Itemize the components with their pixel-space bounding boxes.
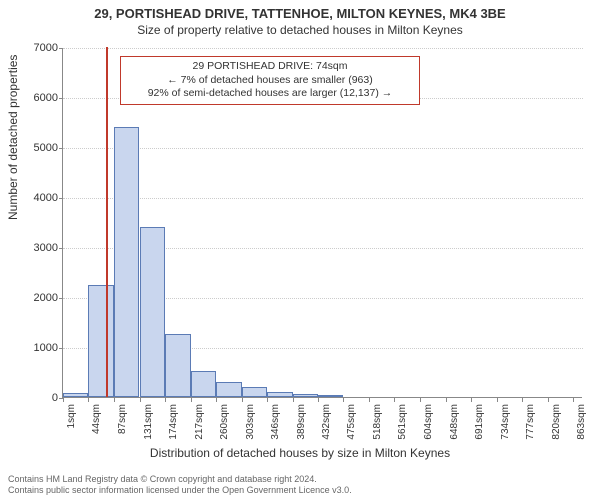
gridline — [63, 148, 583, 149]
annotation-line2: ← 7% of detached houses are smaller (963… — [129, 74, 411, 88]
y-tick-label: 5000 — [18, 142, 58, 154]
histogram-bar — [191, 371, 216, 397]
histogram-bar — [165, 334, 190, 398]
y-tick-mark — [59, 148, 63, 149]
x-tick-label: 87sqm — [117, 404, 128, 434]
y-tick-mark — [59, 298, 63, 299]
histogram-bar — [140, 227, 165, 397]
histogram-bar — [242, 387, 267, 397]
footer: Contains HM Land Registry data © Crown c… — [8, 474, 352, 497]
x-tick-label: 734sqm — [500, 404, 511, 440]
x-tick-mark — [471, 398, 472, 402]
chart-area: 010002000300040005000600070001sqm44sqm87… — [62, 48, 582, 398]
x-tick-mark — [573, 398, 574, 402]
x-tick-label: 691sqm — [474, 404, 485, 440]
y-tick-label: 4000 — [18, 192, 58, 204]
x-tick-label: 432sqm — [321, 404, 332, 440]
x-tick-mark — [165, 398, 166, 402]
chart-container: 29, PORTISHEAD DRIVE, TATTENHOE, MILTON … — [0, 0, 600, 500]
x-tick-mark — [497, 398, 498, 402]
x-tick-mark — [114, 398, 115, 402]
x-tick-label: 260sqm — [219, 404, 230, 440]
x-tick-mark — [216, 398, 217, 402]
y-tick-label: 6000 — [18, 92, 58, 104]
x-tick-label: 217sqm — [194, 404, 205, 440]
y-tick-label: 2000 — [18, 292, 58, 304]
x-tick-label: 648sqm — [449, 404, 460, 440]
x-tick-label: 604sqm — [423, 404, 434, 440]
annotation-line3: 92% of semi-detached houses are larger (… — [129, 87, 411, 101]
x-tick-mark — [369, 398, 370, 402]
y-tick-mark — [59, 198, 63, 199]
x-tick-mark — [293, 398, 294, 402]
gridline — [63, 198, 583, 199]
histogram-bar — [267, 392, 292, 398]
gridline — [63, 48, 583, 49]
x-tick-label: 389sqm — [296, 404, 307, 440]
x-tick-mark — [548, 398, 549, 402]
x-tick-mark — [343, 398, 344, 402]
x-tick-mark — [394, 398, 395, 402]
x-tick-mark — [446, 398, 447, 402]
x-axis-label: Distribution of detached houses by size … — [0, 446, 600, 460]
x-tick-mark — [88, 398, 89, 402]
annotation-box: 29 PORTISHEAD DRIVE: 74sqm ← 7% of detac… — [120, 56, 420, 105]
x-tick-label: 820sqm — [551, 404, 562, 440]
y-tick-mark — [59, 48, 63, 49]
histogram-bar — [216, 382, 241, 398]
footer-line2: Contains public sector information licen… — [8, 485, 352, 496]
x-tick-label: 174sqm — [168, 404, 179, 440]
x-tick-mark — [420, 398, 421, 402]
x-tick-mark — [140, 398, 141, 402]
x-tick-label: 561sqm — [397, 404, 408, 440]
x-tick-mark — [267, 398, 268, 402]
x-tick-mark — [191, 398, 192, 402]
x-tick-label: 303sqm — [245, 404, 256, 440]
x-tick-label: 518sqm — [372, 404, 383, 440]
x-tick-label: 1sqm — [66, 404, 77, 428]
histogram-bar — [114, 127, 139, 397]
chart-title: 29, PORTISHEAD DRIVE, TATTENHOE, MILTON … — [0, 0, 600, 21]
x-tick-mark — [242, 398, 243, 402]
chart-subtitle: Size of property relative to detached ho… — [0, 21, 600, 37]
reference-line — [106, 47, 108, 397]
y-tick-label: 1000 — [18, 342, 58, 354]
y-tick-mark — [59, 98, 63, 99]
x-tick-mark — [63, 398, 64, 402]
y-tick-label: 7000 — [18, 42, 58, 54]
y-tick-mark — [59, 248, 63, 249]
x-tick-label: 777sqm — [525, 404, 536, 440]
annotation-line1: 29 PORTISHEAD DRIVE: 74sqm — [129, 60, 411, 74]
histogram-bar — [318, 395, 343, 397]
x-tick-label: 346sqm — [270, 404, 281, 440]
y-tick-label: 3000 — [18, 242, 58, 254]
x-tick-mark — [522, 398, 523, 402]
x-tick-mark — [318, 398, 319, 402]
footer-line1: Contains HM Land Registry data © Crown c… — [8, 474, 352, 485]
histogram-bar — [293, 394, 318, 397]
histogram-bar — [88, 285, 113, 398]
x-tick-label: 475sqm — [346, 404, 357, 440]
x-tick-label: 131sqm — [143, 404, 154, 440]
histogram-bar — [63, 393, 88, 397]
x-tick-label: 44sqm — [91, 404, 102, 434]
y-tick-label: 0 — [18, 392, 58, 404]
y-tick-mark — [59, 348, 63, 349]
x-tick-label: 863sqm — [576, 404, 587, 440]
